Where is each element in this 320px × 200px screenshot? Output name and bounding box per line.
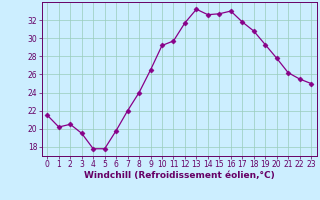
X-axis label: Windchill (Refroidissement éolien,°C): Windchill (Refroidissement éolien,°C) xyxy=(84,171,275,180)
